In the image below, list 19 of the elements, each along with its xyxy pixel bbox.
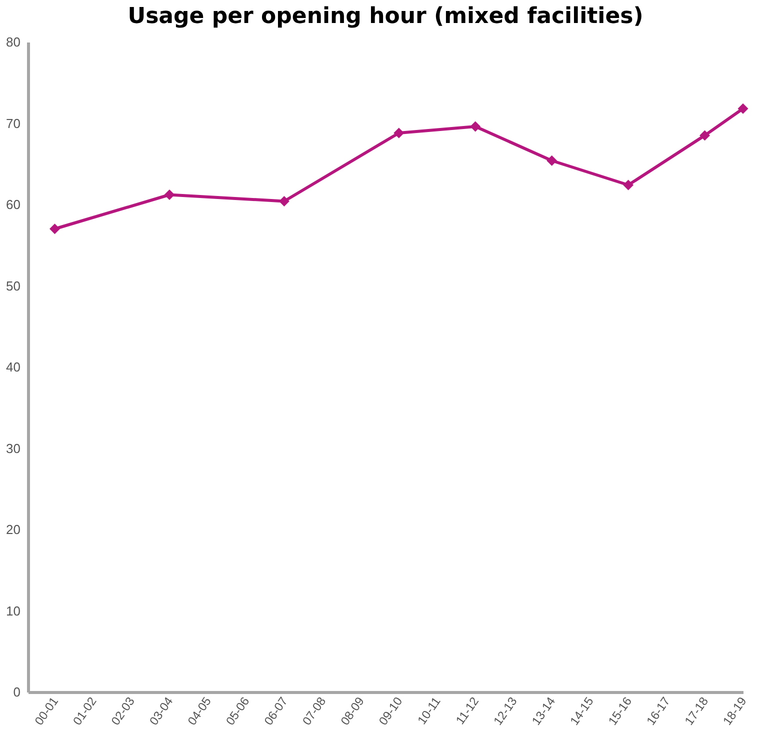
- y-tick-label: 70: [6, 116, 20, 131]
- point: [546, 155, 558, 166]
- y-tick-label: 40: [6, 360, 20, 374]
- y-tick-label: 80: [6, 34, 20, 50]
- point: [700, 130, 710, 141]
- point: [164, 190, 175, 200]
- point: [278, 196, 290, 206]
- y-tick-label: 10: [6, 603, 20, 618]
- y-tick-label: 60: [6, 197, 20, 212]
- y-tick-label: 0: [13, 684, 20, 700]
- y-tick-label: 20: [6, 522, 20, 537]
- point: [394, 128, 404, 138]
- chart-title: Usage per opening hour (mixed facilities): [128, 4, 644, 29]
- point: [738, 103, 748, 114]
- y-tick-label: 30: [6, 440, 20, 456]
- point: [50, 224, 60, 234]
- y-tick-label: 50: [6, 278, 20, 294]
- point: [470, 121, 481, 132]
- point: [623, 180, 634, 190]
